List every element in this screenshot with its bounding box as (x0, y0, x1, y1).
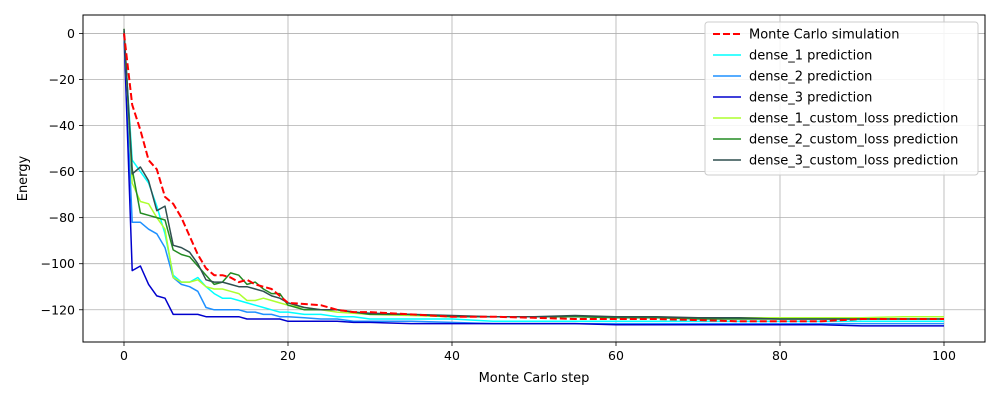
legend: Monte Carlo simulation dense_1 prediction… (704, 21, 979, 176)
series-line-0 (123, 33, 944, 323)
legend-entry-label: dense_3 prediction (749, 91, 872, 106)
x-tick-label: 100 (932, 348, 956, 363)
y-tick-label: −100 (41, 256, 75, 271)
y-axis-label: Energy (16, 155, 31, 201)
series-line-2 (123, 33, 944, 325)
y-tick-label: −80 (49, 210, 75, 225)
legend-entry-label: Monte Carlo simulation (749, 28, 900, 43)
x-tick-label: 60 (608, 348, 624, 363)
x-tick-label: 0 (120, 348, 128, 363)
series-lines (123, 28, 944, 327)
y-tick-label: −120 (41, 302, 75, 317)
plot-frame (82, 14, 986, 343)
axis-ticks: 0 20 40 60 80 100 0 −20 −40 −60 −80 −100 −120 (41, 26, 956, 363)
legend-entry-label: dense_2_custom_loss prediction (749, 133, 958, 148)
legend-entry-label: dense_1 prediction (749, 49, 872, 64)
y-tick-label: −60 (49, 164, 75, 179)
legend-box (704, 21, 979, 176)
y-tick-label: 0 (67, 26, 75, 41)
y-tick-label: −40 (49, 118, 75, 133)
x-axis-label: Monte Carlo step (479, 371, 590, 386)
x-tick-label: 40 (444, 348, 460, 363)
y-tick-label: −20 (49, 72, 75, 87)
x-tick-label: 20 (280, 348, 296, 363)
x-tick-label: 80 (772, 348, 788, 363)
legend-entry-label: dense_2 prediction (749, 70, 872, 85)
series-line-1 (123, 33, 944, 323)
legend-entry-label: dense_3_custom_loss prediction (749, 154, 958, 169)
legend-entry-label: dense_1_custom_loss prediction (749, 112, 958, 127)
series-line-3 (123, 33, 944, 327)
